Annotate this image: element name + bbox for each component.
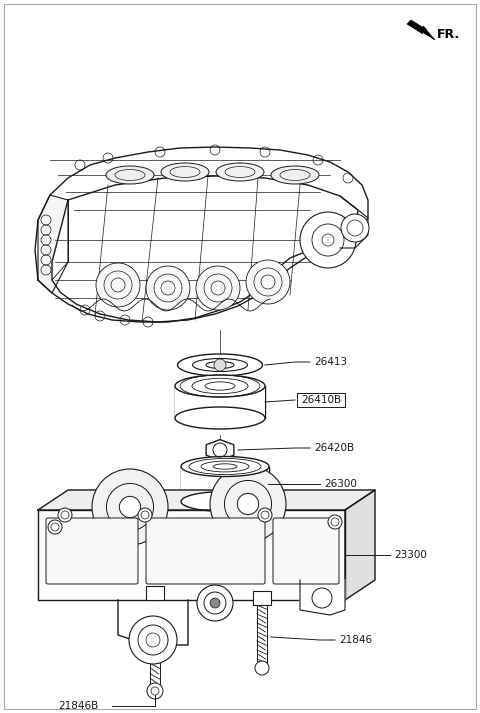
Circle shape: [246, 260, 290, 304]
Ellipse shape: [209, 466, 231, 474]
Circle shape: [312, 588, 332, 608]
Ellipse shape: [181, 456, 269, 476]
Polygon shape: [52, 176, 358, 322]
Bar: [146, 586, 164, 600]
Circle shape: [237, 493, 259, 515]
Circle shape: [58, 508, 72, 522]
Ellipse shape: [271, 166, 319, 184]
Circle shape: [300, 212, 356, 268]
Text: 26420B: 26420B: [314, 443, 354, 453]
Polygon shape: [407, 20, 435, 40]
Circle shape: [197, 585, 233, 621]
Text: 23300: 23300: [394, 550, 427, 560]
Ellipse shape: [216, 163, 264, 181]
FancyBboxPatch shape: [46, 518, 138, 584]
Ellipse shape: [178, 354, 263, 376]
Circle shape: [48, 520, 62, 534]
Circle shape: [147, 683, 163, 699]
Text: 26300: 26300: [324, 479, 357, 489]
Polygon shape: [206, 440, 234, 461]
Circle shape: [129, 616, 177, 664]
Circle shape: [341, 214, 369, 242]
Bar: [38, 510, 345, 600]
Polygon shape: [118, 600, 188, 645]
FancyBboxPatch shape: [146, 518, 265, 584]
Circle shape: [138, 508, 152, 522]
Circle shape: [210, 598, 220, 608]
Ellipse shape: [181, 491, 269, 511]
FancyBboxPatch shape: [297, 393, 345, 407]
Polygon shape: [38, 510, 345, 600]
Polygon shape: [38, 490, 375, 510]
Ellipse shape: [175, 407, 265, 429]
Text: 26410B: 26410B: [301, 395, 341, 405]
Circle shape: [255, 661, 269, 675]
Circle shape: [120, 496, 141, 518]
Circle shape: [258, 508, 272, 522]
Text: FR.: FR.: [437, 28, 460, 41]
Circle shape: [210, 466, 286, 542]
Text: 21846: 21846: [339, 635, 372, 645]
Circle shape: [146, 266, 190, 310]
Polygon shape: [38, 195, 68, 293]
Ellipse shape: [175, 375, 265, 397]
Circle shape: [96, 263, 140, 307]
Bar: [175, 386, 265, 418]
Circle shape: [328, 515, 342, 529]
Circle shape: [92, 469, 168, 545]
Bar: [253, 591, 271, 605]
Polygon shape: [345, 490, 375, 600]
Polygon shape: [300, 580, 345, 615]
Ellipse shape: [106, 166, 154, 184]
Ellipse shape: [161, 163, 209, 181]
Circle shape: [196, 266, 240, 310]
Circle shape: [214, 359, 226, 371]
Bar: [181, 466, 269, 501]
FancyBboxPatch shape: [273, 518, 339, 584]
Text: 26413: 26413: [314, 357, 347, 367]
Text: 21846B: 21846B: [58, 701, 98, 711]
